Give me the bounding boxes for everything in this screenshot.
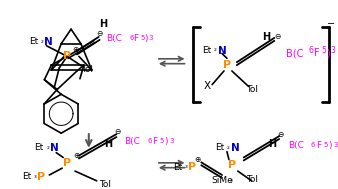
Text: P: P: [228, 160, 236, 170]
Text: 3: 3: [334, 142, 338, 148]
Text: P: P: [189, 162, 197, 172]
Text: Tol: Tol: [246, 85, 258, 94]
Text: 5: 5: [323, 142, 328, 148]
Text: Et: Et: [30, 37, 39, 46]
Text: ₃: ₃: [185, 163, 187, 169]
Text: Et: Et: [34, 143, 44, 152]
Text: F: F: [316, 141, 321, 150]
Text: SiMe: SiMe: [211, 176, 233, 185]
Text: 5: 5: [160, 138, 164, 144]
Text: P: P: [63, 51, 71, 61]
Text: ₂: ₂: [214, 46, 217, 53]
Text: ₃: ₃: [33, 173, 36, 179]
Text: 6: 6: [147, 138, 151, 144]
Text: ₂: ₂: [41, 38, 43, 44]
Text: Et: Et: [202, 46, 212, 55]
Text: ₃: ₃: [230, 177, 233, 183]
Text: H: H: [268, 139, 276, 149]
Text: H: H: [104, 139, 113, 149]
Text: ⊕: ⊕: [194, 155, 200, 164]
Text: Et: Et: [22, 172, 31, 181]
Text: ⊖: ⊖: [274, 33, 281, 41]
Text: N: N: [44, 37, 53, 47]
Text: 3: 3: [170, 138, 174, 144]
Text: B(C: B(C: [124, 137, 140, 146]
Text: −: −: [328, 19, 336, 29]
Text: H: H: [262, 32, 270, 42]
Text: ⊖: ⊖: [114, 127, 121, 136]
Text: ): ): [165, 137, 168, 146]
Text: N: N: [231, 143, 240, 153]
Text: N: N: [50, 143, 59, 153]
Text: B(C: B(C: [106, 34, 122, 43]
Text: B(C: B(C: [286, 48, 304, 58]
Text: ⊕: ⊕: [73, 45, 79, 54]
Text: ⊖: ⊖: [277, 130, 283, 139]
Text: 6: 6: [311, 142, 315, 148]
Text: 3: 3: [148, 35, 152, 41]
Text: H: H: [99, 19, 108, 29]
Text: ₂: ₂: [227, 144, 230, 150]
Text: ⊖: ⊖: [96, 29, 103, 38]
Text: P: P: [63, 158, 71, 168]
Text: 6: 6: [129, 35, 134, 41]
Text: ): ): [329, 141, 332, 150]
Text: F: F: [314, 48, 319, 58]
Text: Et: Et: [215, 143, 224, 152]
Text: Tol: Tol: [81, 66, 93, 74]
Text: X: X: [203, 81, 211, 91]
Text: ): ): [144, 34, 148, 43]
Text: Et: Et: [173, 163, 182, 172]
Text: Tol: Tol: [246, 175, 258, 184]
Text: F: F: [152, 137, 157, 146]
Text: 5: 5: [322, 46, 327, 55]
Text: N: N: [218, 46, 227, 56]
Text: B(C: B(C: [288, 141, 304, 150]
Text: P: P: [38, 172, 46, 182]
Text: ⊕: ⊕: [74, 151, 80, 160]
Text: ): ): [327, 48, 330, 58]
Text: ₂: ₂: [46, 144, 49, 150]
Text: P: P: [223, 60, 231, 70]
Text: Tol: Tol: [99, 180, 111, 189]
Text: 6: 6: [309, 46, 314, 55]
Text: 3: 3: [331, 46, 335, 55]
Text: F: F: [133, 34, 138, 43]
Text: 5: 5: [140, 35, 144, 41]
